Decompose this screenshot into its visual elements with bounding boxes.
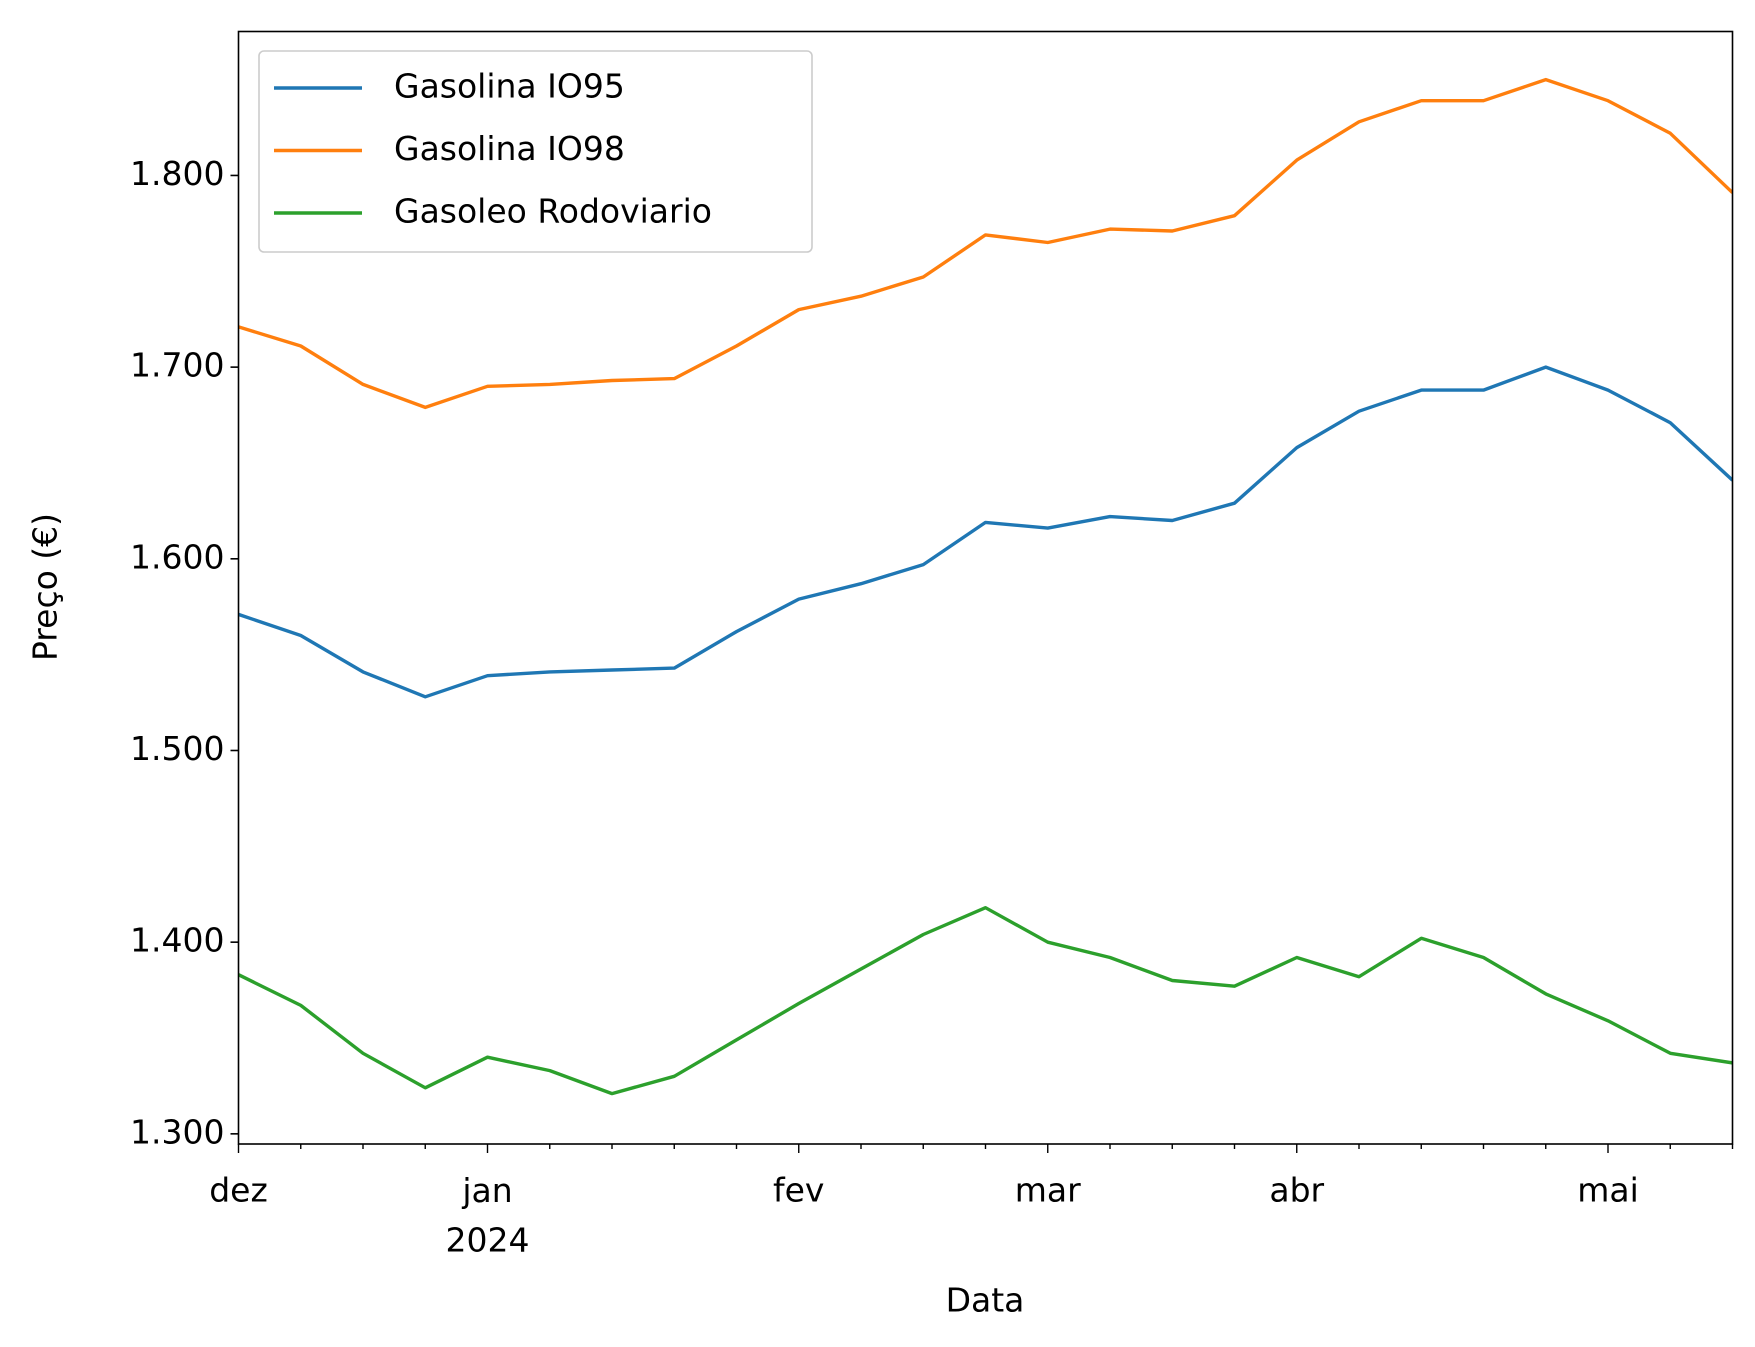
x-tick-label: mar — [1015, 1171, 1081, 1210]
x-axis-label: Data — [946, 1281, 1025, 1320]
x-tick-label: jan 2024 — [446, 1171, 530, 1260]
y-tick-label: 1.800 — [130, 154, 224, 193]
plot-frame — [237, 30, 1734, 1145]
y-axis-label: Preço (€) — [26, 513, 65, 661]
x-tick-label: dez — [209, 1171, 268, 1210]
legend-box — [258, 50, 813, 253]
line-series — [238, 906, 1733, 1096]
y-tick-label: 1.600 — [130, 537, 224, 576]
y-tick-label: 1.700 — [130, 346, 224, 385]
y-tick-label: 1.400 — [130, 921, 224, 960]
x-tick-label: fev — [773, 1171, 824, 1210]
x-tick-label: abr — [1269, 1171, 1324, 1210]
line-series — [238, 77, 1733, 410]
x-tick-label: mai — [1577, 1171, 1639, 1210]
legend-label: Gasolina IO98 — [394, 129, 625, 168]
legend-label: Gasoleo Rodoviario — [394, 192, 712, 231]
y-tick-label: 1.300 — [130, 1112, 224, 1151]
legend-label: Gasolina IO95 — [394, 67, 625, 106]
y-tick-label: 1.500 — [130, 729, 224, 768]
line-series — [238, 365, 1733, 699]
